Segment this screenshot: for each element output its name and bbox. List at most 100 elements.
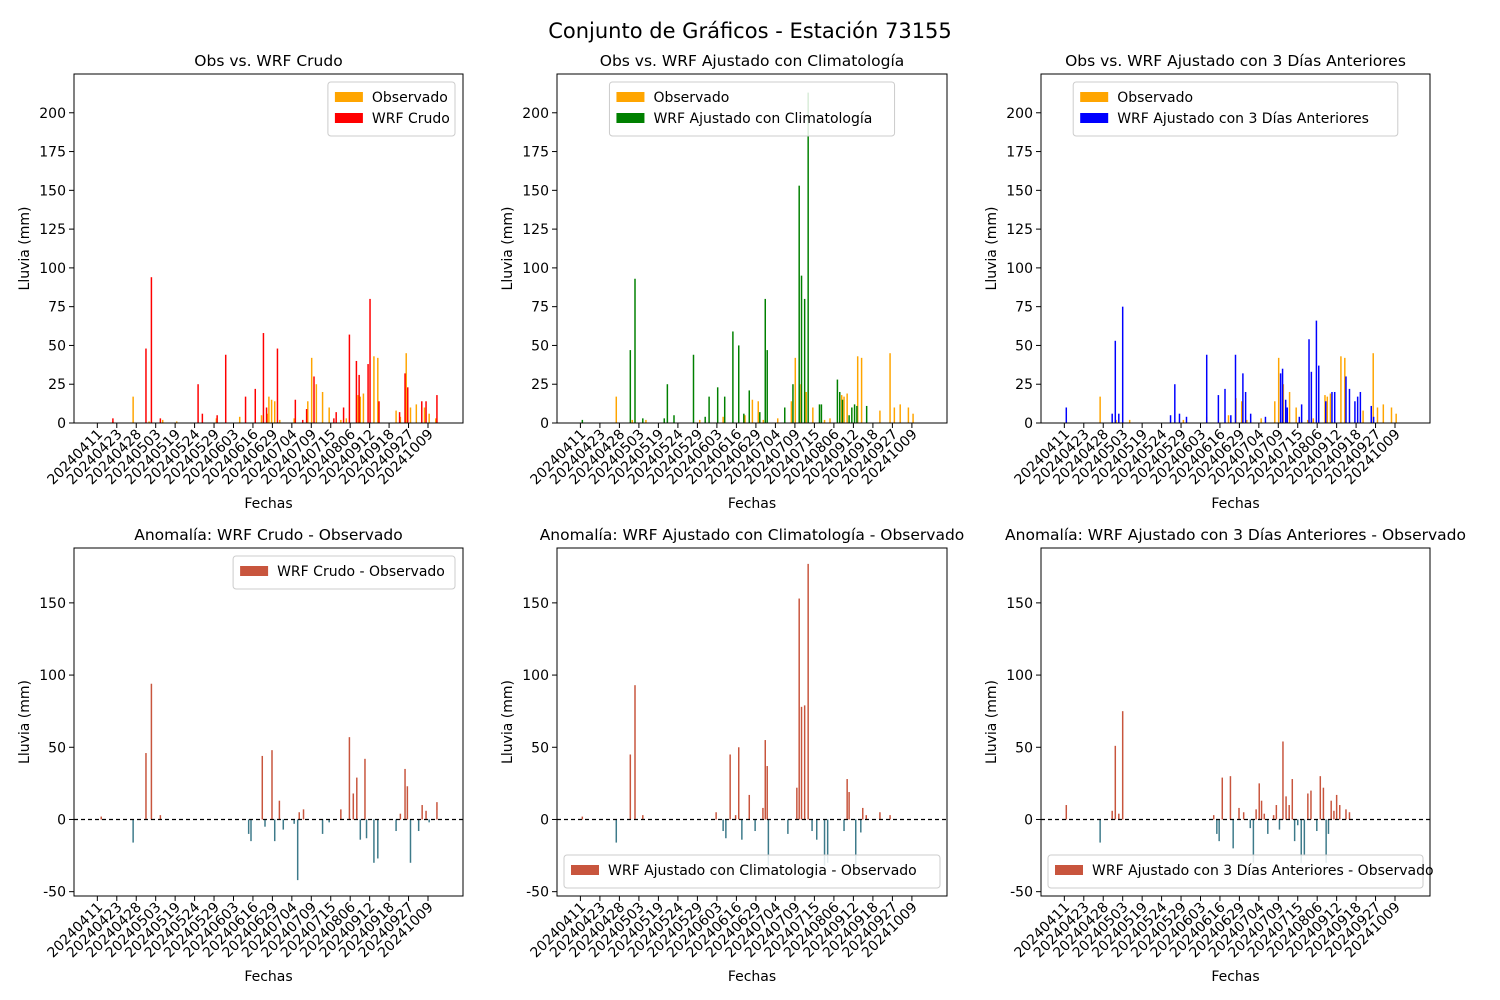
bar xyxy=(1115,419,1117,423)
bar xyxy=(811,819,813,832)
bar xyxy=(1282,384,1285,423)
bar xyxy=(722,819,724,832)
bar xyxy=(428,413,430,423)
bar xyxy=(161,419,164,423)
y-tick-label: 50 xyxy=(48,338,66,354)
bar xyxy=(1324,395,1326,423)
x-axis-label: Fechas xyxy=(1211,969,1259,985)
legend-label: Observado xyxy=(1117,90,1193,106)
bar xyxy=(1244,391,1247,423)
bar xyxy=(764,298,766,423)
bar xyxy=(1382,404,1385,423)
bar xyxy=(1281,368,1284,423)
bar xyxy=(244,396,247,423)
bar xyxy=(201,413,204,423)
bar xyxy=(1279,373,1282,423)
y-tick-label: 100 xyxy=(39,261,66,277)
bar xyxy=(1316,819,1318,832)
bar xyxy=(150,277,153,423)
legend-box xyxy=(232,555,456,590)
bar xyxy=(645,419,647,423)
bar xyxy=(1362,410,1364,423)
bar xyxy=(1246,419,1248,423)
bar xyxy=(1118,413,1120,423)
bar xyxy=(321,391,324,423)
bar xyxy=(816,819,818,840)
bar xyxy=(1111,413,1113,423)
bar xyxy=(405,353,407,423)
bar xyxy=(723,396,726,423)
legend: WRF Ajustado con 3 Días Anteriores - Obs… xyxy=(1047,854,1434,889)
bar xyxy=(912,413,914,423)
bar xyxy=(1224,388,1226,423)
bar xyxy=(767,819,770,866)
bar xyxy=(759,412,761,423)
bar xyxy=(1205,354,1208,423)
bar xyxy=(357,395,359,423)
bar xyxy=(1260,800,1263,820)
bar xyxy=(743,413,745,423)
bar xyxy=(855,819,857,866)
bar xyxy=(321,819,324,834)
bar xyxy=(398,412,401,423)
legend-label: Observado xyxy=(653,90,729,106)
bar xyxy=(377,819,379,859)
bar xyxy=(762,807,764,820)
y-tick-label: 200 xyxy=(1006,106,1033,122)
bar xyxy=(692,354,695,423)
bar xyxy=(1232,819,1234,849)
bar xyxy=(1118,813,1120,820)
legend-box xyxy=(1047,854,1424,889)
bar xyxy=(355,360,358,423)
plot-frame xyxy=(1040,73,1431,424)
bar xyxy=(1340,356,1342,423)
bar xyxy=(823,819,826,866)
bar xyxy=(1330,800,1332,820)
bar xyxy=(1128,419,1131,423)
chart-panel-3: 0255075100125150175200202404112024042320… xyxy=(984,52,1431,512)
bar xyxy=(364,758,366,820)
bar xyxy=(826,819,829,863)
bar xyxy=(1315,320,1318,423)
chart-panel-1: 0255075100125150175200202404112024042320… xyxy=(17,52,464,512)
x-axis-label: Fechas xyxy=(728,496,776,512)
bar xyxy=(846,779,848,820)
bar xyxy=(421,401,423,423)
bar xyxy=(823,419,826,423)
bar xyxy=(407,387,409,423)
bar xyxy=(725,819,727,839)
y-tick-label: 150 xyxy=(1006,183,1033,199)
plot-frame xyxy=(556,547,948,897)
y-tick-label: 175 xyxy=(39,145,66,161)
bar xyxy=(715,812,717,820)
bar xyxy=(266,413,269,423)
chart-title: Obs vs. WRF Crudo xyxy=(194,52,342,70)
bar xyxy=(1354,401,1356,423)
bar xyxy=(197,384,199,423)
bar xyxy=(1260,418,1262,423)
bar xyxy=(1272,815,1275,820)
bar xyxy=(1242,812,1245,820)
bar xyxy=(359,819,362,840)
bar xyxy=(1217,395,1220,423)
bar xyxy=(293,418,295,423)
y-tick-label: 50 xyxy=(48,740,66,756)
bar xyxy=(313,376,315,423)
bar xyxy=(328,819,330,823)
bar xyxy=(348,334,351,423)
bar xyxy=(1249,819,1252,829)
bar xyxy=(722,416,724,423)
bar xyxy=(907,407,910,423)
y-tick-label: -50 xyxy=(526,885,549,901)
bar xyxy=(1275,805,1278,820)
figure-title: Conjunto de Gráficos - Estación 73155 xyxy=(548,19,952,43)
bar xyxy=(307,401,309,423)
bar xyxy=(853,404,856,423)
y-tick-label: 150 xyxy=(39,183,66,199)
bar xyxy=(764,740,766,820)
bar xyxy=(1274,401,1276,423)
bar xyxy=(1288,391,1291,423)
bar xyxy=(794,357,797,423)
bar xyxy=(738,747,740,820)
